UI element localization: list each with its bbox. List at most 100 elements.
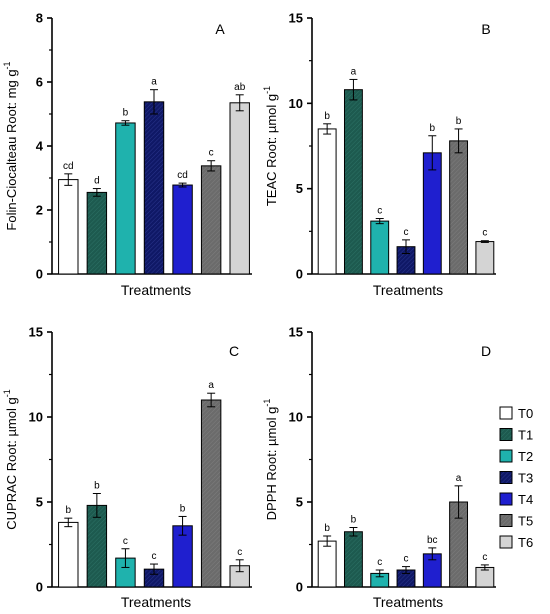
legend-swatch-t0 — [499, 406, 513, 420]
panel-a: 0 2 4 6 8 Folin-Ciocalteau Root: mg g-1 Treatm… — [2, 11, 252, 298]
x-axis-title: Treatments — [373, 282, 443, 298]
significance-letter: b — [351, 515, 357, 526]
legend-label-t5: T5 — [518, 514, 533, 529]
bar-t4 — [422, 152, 442, 275]
significance-letter: a — [456, 473, 462, 484]
y-axis-title: Folin-Ciocalteau Root: mg g-1 — [2, 61, 19, 230]
legend-swatch-t3 — [499, 471, 513, 484]
x-axis-title: Treatments — [121, 282, 191, 298]
bar-t1 — [343, 531, 363, 588]
bar-t0 — [317, 128, 337, 275]
y-axis-title-main: TEAC Root: µmol g — [264, 94, 279, 206]
panel-letter: D — [481, 343, 491, 359]
significance-letter: c — [404, 227, 409, 238]
y-axis-title-main: DPPH Root: µmol g — [264, 407, 279, 521]
significance-letter: b — [430, 123, 436, 134]
y-axis-title: TEAC Root: µmol g-1 — [262, 86, 279, 206]
y-axis-title: DPPH Root: µmol g-1 — [262, 399, 279, 521]
significance-letter: c — [152, 551, 157, 562]
significance-letter: c — [482, 552, 487, 563]
bar-t2 — [370, 220, 390, 275]
x-axis-title: Treatments — [373, 594, 443, 610]
y-tick-label: 0 — [36, 267, 43, 282]
legend: T0 T1 T2 T3 T4 T5 T6 — [499, 406, 533, 550]
significance-letter: ab — [234, 82, 246, 93]
bar-t2 — [115, 122, 136, 275]
y-axis-title-sup: -1 — [262, 399, 272, 407]
y-axis-title: CUPRAC Root: µmol g-1 — [2, 389, 19, 530]
significance-letter: b — [324, 111, 330, 122]
y-axis-title-main: Folin-Ciocalteau Root: mg g — [4, 69, 19, 230]
y-axis-title-sup: -1 — [262, 86, 272, 94]
y-tick-label: 0 — [36, 580, 43, 595]
significance-letter: c — [209, 148, 214, 159]
significance-letter: b — [180, 503, 186, 514]
significance-letter: c — [482, 228, 487, 239]
significance-letter: c — [404, 554, 409, 565]
significance-letter: cd — [177, 170, 188, 181]
bar-t1 — [86, 191, 108, 275]
y-tick-label: 15 — [289, 325, 303, 340]
panel-b: 0 5 10 15 TEAC Root: µmol g-1 Treatments Bb a c c… — [262, 11, 496, 298]
bar-t3 — [143, 101, 165, 275]
legend-swatch-t1 — [499, 428, 513, 441]
y-axis-title-main: CUPRAC Root: µmol g — [4, 397, 19, 529]
legend-label-t4: T4 — [518, 492, 533, 507]
y-tick-label: 2 — [36, 203, 43, 218]
significance-letter: d — [94, 176, 100, 187]
bar-t5 — [449, 140, 469, 275]
y-axis-title-sup: -1 — [2, 61, 12, 69]
y-axis-title-sup: -1 — [2, 389, 12, 397]
panel-letter: A — [215, 21, 225, 37]
significance-letter: b — [456, 116, 462, 127]
y-tick-label: 5 — [296, 181, 303, 196]
y-tick-label: 15 — [29, 325, 43, 340]
legend-label-t1: T1 — [518, 428, 533, 443]
bar-t1 — [343, 89, 363, 275]
bar-t0 — [58, 521, 79, 588]
significance-letter: b — [324, 523, 330, 534]
legend-swatch-t5 — [499, 514, 513, 527]
legend-label-t0: T0 — [518, 406, 533, 421]
legend-swatch-t6 — [499, 535, 513, 549]
significance-letter: c — [377, 206, 382, 217]
y-tick-label: 8 — [36, 11, 43, 26]
y-tick-label: 10 — [289, 410, 303, 425]
legend-label-t2: T2 — [518, 449, 533, 464]
significance-letter: a — [151, 77, 157, 88]
panel-c: 0 5 10 15 CUPRAC Root: µmol g-1 Treatments Cb b… — [2, 325, 252, 610]
bar-t6 — [229, 102, 250, 275]
legend-swatch-t4 — [499, 492, 513, 506]
significance-letter: b — [66, 505, 72, 516]
significance-letter: c — [123, 536, 128, 547]
bar-t0 — [58, 179, 79, 275]
y-tick-label: 5 — [36, 495, 43, 510]
bar-t5 — [200, 165, 222, 275]
legend-swatch-t2 — [499, 449, 513, 463]
y-tick-label: 0 — [296, 580, 303, 595]
significance-letter: a — [351, 66, 357, 77]
panel-letter: B — [481, 21, 490, 37]
significance-letter: b — [94, 481, 100, 492]
significance-letter: bc — [427, 535, 438, 546]
y-tick-label: 0 — [296, 267, 303, 282]
y-tick-label: 15 — [289, 11, 303, 26]
legend-label-t3: T3 — [518, 471, 533, 486]
significance-letter: a — [208, 380, 214, 391]
bar-t5 — [200, 399, 222, 588]
bar-t4 — [172, 184, 193, 275]
y-tick-label: 5 — [296, 495, 303, 510]
y-tick-label: 10 — [29, 410, 43, 425]
y-tick-label: 10 — [289, 96, 303, 111]
bar-t0 — [317, 540, 337, 588]
significance-letter: b — [123, 108, 129, 119]
y-tick-label: 4 — [36, 139, 44, 154]
panel-letter: C — [229, 343, 239, 359]
significance-letter: c — [377, 557, 382, 568]
y-tick-label: 6 — [36, 75, 43, 90]
legend-label-t6: T6 — [518, 535, 533, 550]
bar-t6 — [475, 241, 495, 275]
significance-letter: cd — [63, 161, 74, 172]
